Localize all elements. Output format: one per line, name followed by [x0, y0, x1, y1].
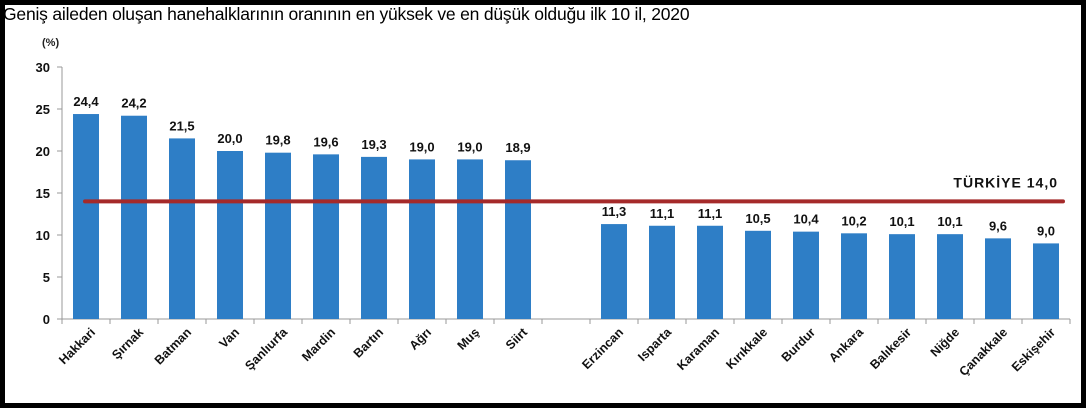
bar	[1033, 243, 1059, 319]
bar	[745, 230, 771, 319]
y-tick-label: 25	[36, 102, 50, 117]
x-category-label: Erzincan	[579, 325, 626, 372]
bar	[313, 154, 339, 319]
bar	[217, 151, 243, 319]
bar	[841, 233, 867, 319]
x-category-label: Balıkesir	[867, 325, 914, 372]
bar-value-label: 9,0	[1037, 223, 1055, 238]
x-category-label: Bartın	[351, 325, 386, 360]
bar-value-label: 18,9	[505, 140, 530, 155]
bar-value-label: 10,1	[937, 214, 962, 229]
bar	[169, 138, 195, 319]
bar-value-label: 19,3	[361, 137, 386, 152]
bar	[73, 114, 99, 319]
chart-title: Geniş aileden oluşan hanehalklarının ora…	[3, 4, 690, 24]
bar	[649, 225, 675, 319]
y-tick-label: 20	[36, 144, 50, 159]
x-category-label: Eskişehir	[1009, 325, 1058, 374]
bar-value-label: 10,4	[793, 212, 819, 227]
y-tick-label: 15	[36, 186, 50, 201]
x-category-label: Mardin	[299, 325, 338, 364]
bar	[985, 238, 1011, 319]
x-category-label: Niğde	[928, 325, 962, 359]
x-category-label: Karaman	[674, 325, 722, 373]
bar-value-label: 19,0	[457, 139, 482, 154]
x-category-label: Burdur	[779, 325, 818, 364]
x-category-label: Ağrı	[407, 325, 435, 353]
x-category-label: Şırnak	[109, 325, 146, 362]
x-category-label: Batman	[152, 325, 194, 367]
bar-value-label: 10,2	[841, 213, 866, 228]
x-category-label: Şanlıurfa	[242, 324, 290, 372]
bar	[409, 159, 435, 319]
bar	[505, 160, 531, 319]
bar-value-label: 19,6	[313, 134, 338, 149]
bar-value-label: 11,1	[698, 206, 723, 221]
x-category-label: Siirt	[503, 325, 531, 353]
y-axis-unit-label: (%)	[42, 37, 60, 49]
x-category-label: Hakkari	[56, 325, 98, 367]
y-tick-label: 5	[43, 270, 50, 285]
bar	[697, 225, 723, 319]
turkiye-average-label: TÜRKİYE 14,0	[953, 174, 1058, 190]
x-category-label: Ankara	[826, 324, 867, 365]
bar-value-label: 24,4	[73, 94, 99, 109]
bar	[793, 231, 819, 319]
bar-value-label: 11,1	[650, 206, 675, 221]
x-category-label: Çanakkale	[956, 325, 1010, 379]
x-category-label: Isparta	[635, 324, 675, 364]
bar-value-label: 11,3	[602, 204, 627, 219]
bar-value-label: 19,8	[265, 133, 290, 148]
bar-value-label: 24,2	[121, 96, 146, 111]
bar-value-label: 19,0	[409, 139, 434, 154]
bar	[889, 234, 915, 319]
y-tick-label: 0	[43, 312, 50, 327]
x-category-label: Muş	[455, 325, 483, 353]
bar	[601, 224, 627, 319]
bar	[457, 159, 483, 319]
bar	[265, 152, 291, 319]
bar-value-label: 10,1	[889, 214, 914, 229]
y-tick-label: 10	[36, 228, 50, 243]
bar	[937, 234, 963, 319]
bar-value-label: 20,0	[217, 131, 242, 146]
y-tick-label: 30	[36, 60, 50, 75]
x-category-label: Van	[216, 325, 242, 351]
bar	[361, 156, 387, 319]
bar	[121, 115, 147, 319]
bar-value-label: 21,5	[169, 118, 194, 133]
bar-value-label: 10,5	[745, 211, 770, 226]
bar-value-label: 9,6	[989, 218, 1007, 233]
x-category-label: Kırıkkale	[723, 325, 770, 372]
